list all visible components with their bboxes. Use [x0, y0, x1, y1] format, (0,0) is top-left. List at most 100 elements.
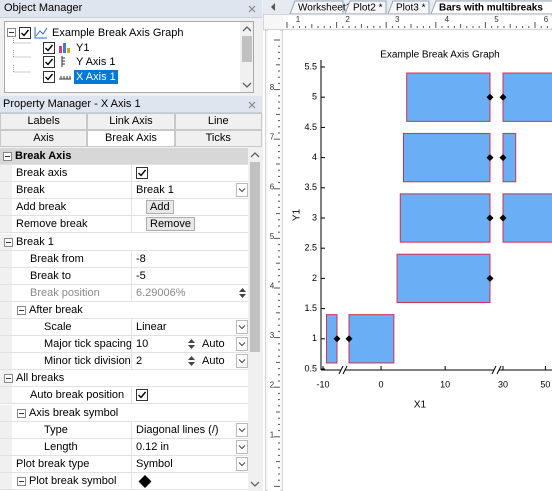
tree-item[interactable]: X Axis 1	[74, 69, 118, 84]
checkbox[interactable]	[43, 56, 55, 68]
property-tab[interactable]: Axis	[0, 130, 88, 147]
value-text: 2	[136, 355, 143, 368]
property-value	[131, 472, 248, 489]
collapse-toggle[interactable]	[4, 374, 13, 384]
dropdown-chevron	[238, 444, 246, 449]
value-text: -5	[136, 269, 146, 282]
checkbox[interactable]	[43, 70, 55, 83]
button[interactable]: Add	[146, 200, 174, 215]
y-tick-label: 4	[312, 152, 317, 162]
scrollbar	[240, 22, 253, 92]
spin-down	[239, 293, 246, 298]
group-label: Plot break symbol	[29, 474, 117, 487]
y-tick-label: 1	[312, 333, 317, 343]
property-value: 0.12 in	[131, 438, 248, 455]
property-row: After break	[0, 301, 248, 319]
property-row: Axis break symbol	[0, 404, 248, 422]
checkbox[interactable]	[19, 27, 31, 39]
checkbox[interactable]	[43, 41, 55, 54]
panel-header: Property Manager - X Axis 1	[0, 96, 262, 113]
dropdown-button[interactable]	[236, 320, 248, 334]
plot-break-symbol	[486, 274, 494, 282]
ruler-label: 4	[445, 15, 450, 24]
plot-break-symbol	[345, 335, 353, 343]
tree-icon	[59, 42, 70, 53]
value-text: Break 1	[136, 184, 174, 197]
row-gutter	[0, 353, 12, 370]
property-label: Break	[16, 184, 45, 197]
ruler-label: 5	[494, 15, 499, 24]
property-row: Break position 6.29006%	[0, 284, 248, 302]
dropdown-button[interactable]	[236, 354, 248, 369]
property-label: Add break	[16, 201, 67, 214]
document-pane: Worksheet1 Plot2 * Plot3 * Bars with multib…	[263, 0, 552, 491]
ruler-page	[283, 16, 552, 28]
value-text: -8	[136, 252, 146, 265]
tree-connector	[13, 50, 31, 58]
property-label: Scale	[44, 321, 72, 333]
property-grid: Break Axis Break axis Break Break 1 Add brea…	[0, 148, 262, 491]
tree-item[interactable]: Y1	[76, 41, 90, 54]
spinner[interactable]	[238, 286, 247, 300]
property-row: Break axis	[0, 165, 248, 183]
checkbox[interactable]	[136, 389, 148, 402]
document-tab[interactable]	[430, 0, 552, 14]
plot-icon-c	[67, 47, 70, 53]
property-value: -8	[131, 250, 248, 267]
checkbox-tick	[21, 29, 30, 37]
document-tab[interactable]	[387, 0, 430, 14]
property-row: Break 1	[0, 233, 248, 251]
spinner[interactable]	[187, 354, 196, 368]
axis-icon	[61, 56, 65, 67]
tab-label: Ticks	[205, 132, 231, 144]
property-tab[interactable]: Line	[174, 113, 262, 130]
dropdown-button[interactable]	[236, 183, 248, 198]
dropdown-button[interactable]	[236, 337, 248, 352]
bar	[396, 253, 491, 304]
document-tab[interactable]	[289, 0, 344, 14]
collapse-toggle[interactable]	[7, 28, 16, 37]
property-tab[interactable]: Link Axis	[87, 113, 175, 130]
spinner[interactable]	[187, 337, 196, 351]
scroll-up	[242, 26, 252, 32]
dropdown-button[interactable]	[236, 439, 248, 454]
dropdown-button[interactable]	[236, 456, 248, 471]
close-button[interactable]	[248, 101, 256, 109]
property-label: Length	[44, 440, 78, 453]
y-tick-label: 0.5	[304, 363, 317, 373]
property-label: Type	[44, 423, 68, 436]
dropdown-box	[236, 456, 248, 471]
document-tabs: Worksheet1 Plot2 * Plot3 * Bars with multib…	[263, 0, 552, 14]
collapse-toggle[interactable]	[3, 152, 12, 161]
property-row: Auto break position	[0, 387, 248, 405]
property-value	[131, 165, 248, 182]
checkbox[interactable]	[136, 167, 148, 180]
collapse-toggle[interactable]	[4, 237, 13, 247]
chart-title: Example Break Axis Graph	[380, 50, 500, 61]
row-gutter	[0, 284, 12, 301]
checkbox-box	[19, 27, 31, 39]
property-row: Scale Linear	[0, 319, 248, 337]
scrollbar	[248, 148, 262, 491]
close-button[interactable]	[248, 5, 256, 13]
vertical-ruler: 8 7 6 5 4 3 2 1	[265, 30, 283, 491]
property-tab[interactable]: Ticks	[174, 130, 262, 147]
tree-item[interactable]: Y Axis 1	[76, 56, 116, 68]
ruler-label: 5	[270, 232, 275, 241]
tree-line	[13, 35, 31, 43]
document-tab[interactable]	[344, 0, 387, 14]
ruler-label: 3	[270, 331, 275, 340]
plot-icon-b	[63, 42, 66, 53]
ruler-label: 7	[270, 133, 275, 142]
collapse-toggle[interactable]	[17, 476, 26, 486]
collapse-toggle[interactable]	[17, 408, 26, 418]
ruler-label: 8	[270, 83, 275, 92]
axis-break-mark	[338, 365, 344, 375]
dropdown-box	[236, 320, 248, 334]
tree-item[interactable]: Example Break Axis Graph	[52, 27, 184, 39]
property-tab[interactable]: Break Axis	[87, 130, 175, 147]
property-tab[interactable]: Labels	[0, 113, 88, 130]
collapse-toggle[interactable]	[17, 305, 26, 315]
button[interactable]: Remove	[146, 217, 195, 232]
dropdown-button[interactable]	[236, 422, 248, 437]
